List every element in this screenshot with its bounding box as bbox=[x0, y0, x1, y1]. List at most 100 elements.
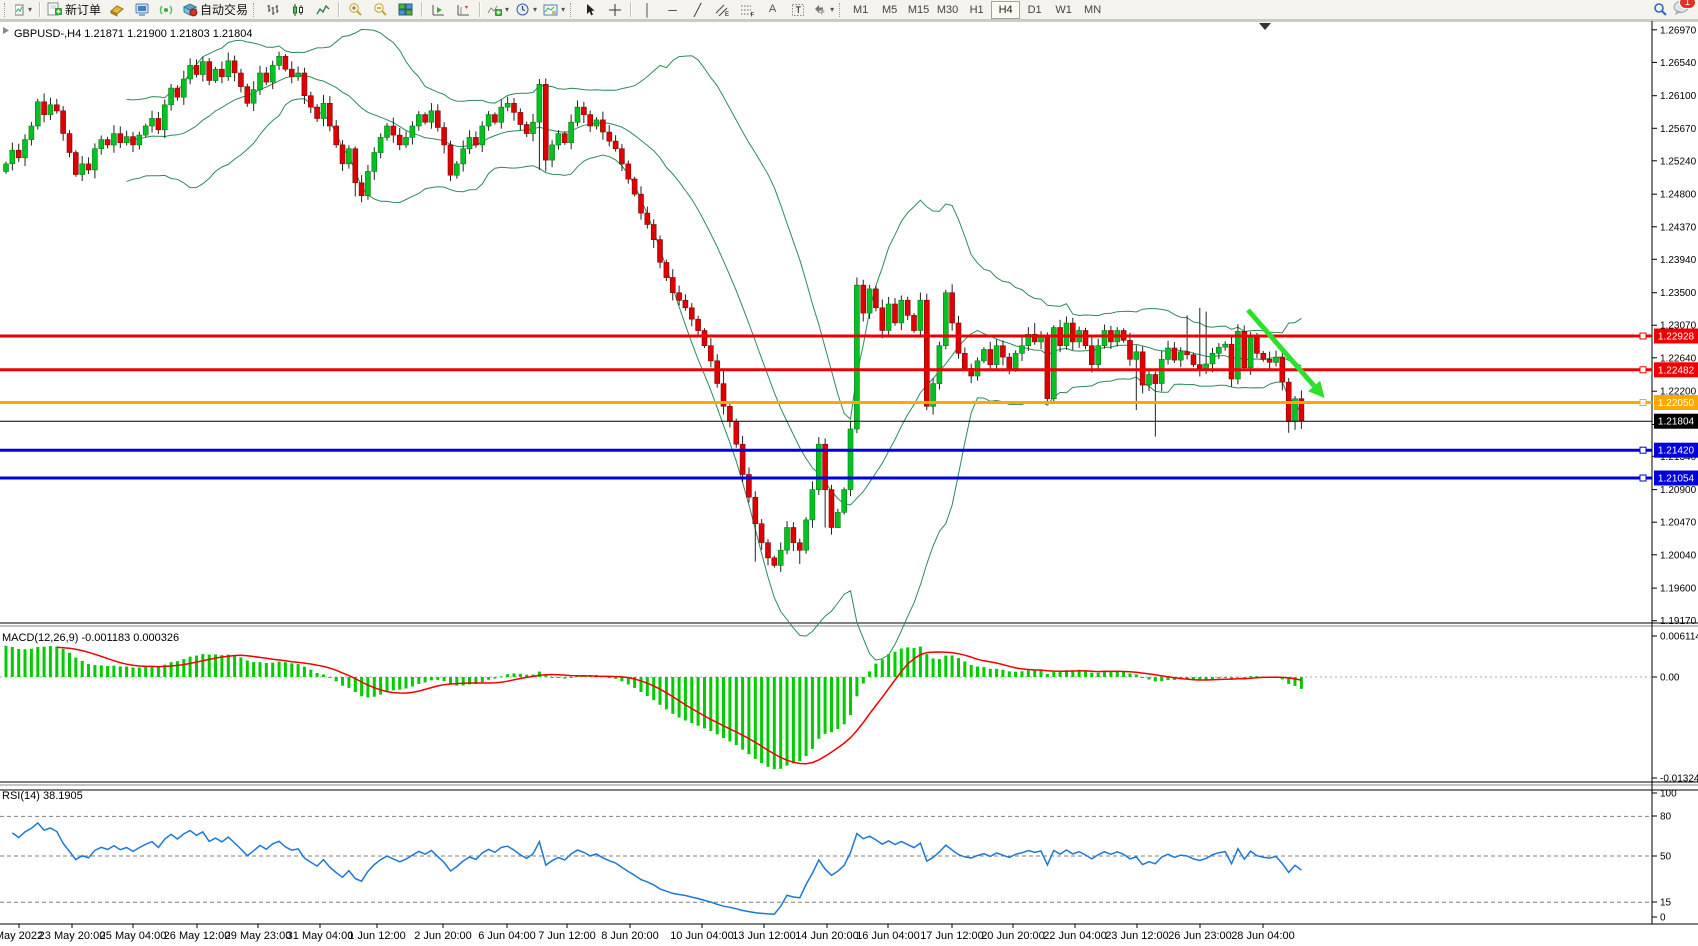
time-axis-label: 2 Jun 20:00 bbox=[414, 930, 472, 942]
text-icon: A bbox=[768, 3, 777, 15]
indicators-icon bbox=[487, 5, 503, 16]
toolbar-drag-handle[interactable] bbox=[4, 2, 7, 17]
svg-text:F: F bbox=[751, 12, 755, 17]
time-axis-label: May 2022 bbox=[0, 930, 43, 942]
text-label-button[interactable]: T bbox=[785, 0, 810, 19]
pane-borders bbox=[0, 20, 1698, 925]
chart-shift-icon bbox=[457, 4, 470, 15]
toolbar-drag-handle[interactable] bbox=[839, 2, 842, 17]
trendline-icon: ╱ bbox=[693, 2, 702, 17]
separator bbox=[479, 2, 482, 17]
indicator-axis-label: 80 bbox=[1660, 812, 1672, 823]
separator bbox=[630, 2, 633, 17]
time-axis-label: 28 Jun 04:00 bbox=[1231, 930, 1295, 942]
chevron-down-icon: ▾ bbox=[561, 5, 566, 14]
annotations[interactable] bbox=[3, 23, 1325, 399]
templates-button[interactable]: ▾ bbox=[540, 0, 568, 19]
vertical-line-button[interactable]: │ bbox=[635, 0, 660, 19]
horizontal-line-button[interactable]: ─ bbox=[660, 0, 685, 19]
strategy-tester-button[interactable] bbox=[154, 0, 179, 19]
horizontal-levels[interactable] bbox=[0, 332, 1652, 482]
new-order-button[interactable]: 新订单 bbox=[44, 0, 104, 19]
tab-m30[interactable]: M30 bbox=[936, 3, 959, 16]
metaeditor-button[interactable] bbox=[104, 0, 129, 19]
main-chart[interactable]: GBPUSD-,H4 1.21871 1.21900 1.21803 1.218… bbox=[0, 20, 1698, 946]
tab-d1[interactable]: D1 bbox=[1027, 3, 1042, 16]
terminal-icon bbox=[135, 3, 149, 16]
arrows-button[interactable]: ▾ bbox=[810, 0, 837, 19]
price-tag: 1.22050 bbox=[1658, 398, 1695, 409]
clock-icon bbox=[516, 3, 529, 16]
time-axis-label: 23 Jun 12:00 bbox=[1105, 930, 1169, 942]
toolbar-drag-handle[interactable] bbox=[570, 2, 573, 17]
toolbar: ▾ 新订单 自动交易 bbox=[0, 0, 1698, 20]
trend-arrow[interactable] bbox=[1246, 308, 1316, 388]
price-axis-label: 1.25240 bbox=[1660, 156, 1697, 167]
indicators-button[interactable]: ▾ bbox=[484, 0, 512, 19]
bar-chart-icon bbox=[267, 4, 279, 15]
autotrading-icon bbox=[182, 3, 198, 17]
auto-scroll-icon bbox=[432, 4, 445, 15]
crosshair-button[interactable] bbox=[602, 0, 627, 19]
indicator-axis-label: 0.00 bbox=[1660, 673, 1680, 684]
search-button[interactable] bbox=[1648, 0, 1673, 19]
notification-badge: 1 bbox=[1679, 0, 1696, 9]
trendline-button[interactable]: ╱ bbox=[685, 0, 710, 19]
line-chart-button[interactable] bbox=[310, 0, 335, 19]
chart-shift-marker[interactable] bbox=[1259, 23, 1271, 30]
new-chart-icon bbox=[14, 4, 24, 15]
indicator-axis-label: 0.006114 bbox=[1660, 632, 1698, 643]
zoom-in-icon bbox=[349, 3, 362, 16]
auto-scroll-button[interactable] bbox=[426, 0, 451, 19]
horizontal-line-icon: ─ bbox=[668, 2, 677, 17]
tab-w1[interactable]: W1 bbox=[1055, 3, 1072, 16]
time-axis-label: 14 Jun 20:00 bbox=[795, 930, 859, 942]
indicator-axis-label: 100 bbox=[1660, 789, 1677, 800]
zoom-out-button[interactable] bbox=[368, 0, 393, 19]
separator bbox=[338, 2, 341, 17]
trend-arrow-head[interactable] bbox=[1308, 380, 1325, 399]
text-button[interactable]: A bbox=[760, 0, 785, 19]
macd-signal-line bbox=[56, 646, 1302, 765]
templates-icon bbox=[543, 4, 558, 15]
terminal-button[interactable] bbox=[129, 0, 154, 19]
tab-h1[interactable]: H1 bbox=[969, 3, 984, 16]
macd-label: MACD(12,26,9) -0.001183 0.000326 bbox=[2, 632, 179, 644]
time-axis-label: 13 Jun 12:00 bbox=[732, 930, 796, 942]
equidistant-channel-button[interactable]: E bbox=[710, 0, 735, 19]
chart-shift-button[interactable] bbox=[451, 0, 476, 19]
one-click-trading-toggle-icon[interactable] bbox=[3, 27, 9, 34]
new-chart-button[interactable]: ▾ bbox=[11, 0, 36, 19]
tab-h4[interactable]: H4 bbox=[991, 0, 1021, 19]
indicator-axis-label: 0 bbox=[1660, 913, 1666, 924]
autotrading-button[interactable]: 自动交易 bbox=[179, 0, 251, 19]
periods-button[interactable]: ▾ bbox=[512, 0, 540, 19]
price-axis-label: 1.19600 bbox=[1660, 584, 1697, 595]
toolbar-drag-handle[interactable] bbox=[253, 2, 256, 17]
zoom-in-button[interactable] bbox=[343, 0, 368, 19]
tile-windows-button[interactable] bbox=[393, 0, 418, 19]
chevron-down-icon: ▾ bbox=[505, 5, 510, 14]
line-chart-icon bbox=[315, 4, 329, 14]
time-axis-label: 1 Jun 12:00 bbox=[348, 930, 406, 942]
candlestick-chart-button[interactable] bbox=[285, 0, 310, 19]
cursor-button[interactable] bbox=[577, 0, 602, 19]
price-tag: 1.22928 bbox=[1658, 332, 1695, 343]
tab-m15[interactable]: M15 bbox=[907, 3, 930, 16]
bar-chart-button[interactable] bbox=[260, 0, 285, 19]
fibonacci-icon: F bbox=[741, 5, 755, 17]
price-axis-label: 1.26100 bbox=[1660, 91, 1697, 102]
tab-m5[interactable]: M5 bbox=[881, 3, 898, 16]
notifications-button[interactable]: 1 bbox=[1673, 0, 1696, 20]
time-axis-label: 26 Jun 23:00 bbox=[1168, 930, 1232, 942]
chevron-down-icon: ▾ bbox=[27, 5, 32, 14]
time-axis-label: 20 Jun 20:00 bbox=[981, 930, 1045, 942]
tab-m1[interactable]: M1 bbox=[852, 3, 869, 16]
fibonacci-button[interactable]: F bbox=[735, 0, 760, 19]
tab-mn[interactable]: MN bbox=[1084, 3, 1102, 16]
time-axis-label: 26 May 12:00 bbox=[164, 930, 231, 942]
indicator-axis-label: 15 bbox=[1660, 898, 1672, 909]
price-tag: 1.21420 bbox=[1658, 446, 1695, 457]
price-tag: 1.21804 bbox=[1658, 417, 1695, 428]
